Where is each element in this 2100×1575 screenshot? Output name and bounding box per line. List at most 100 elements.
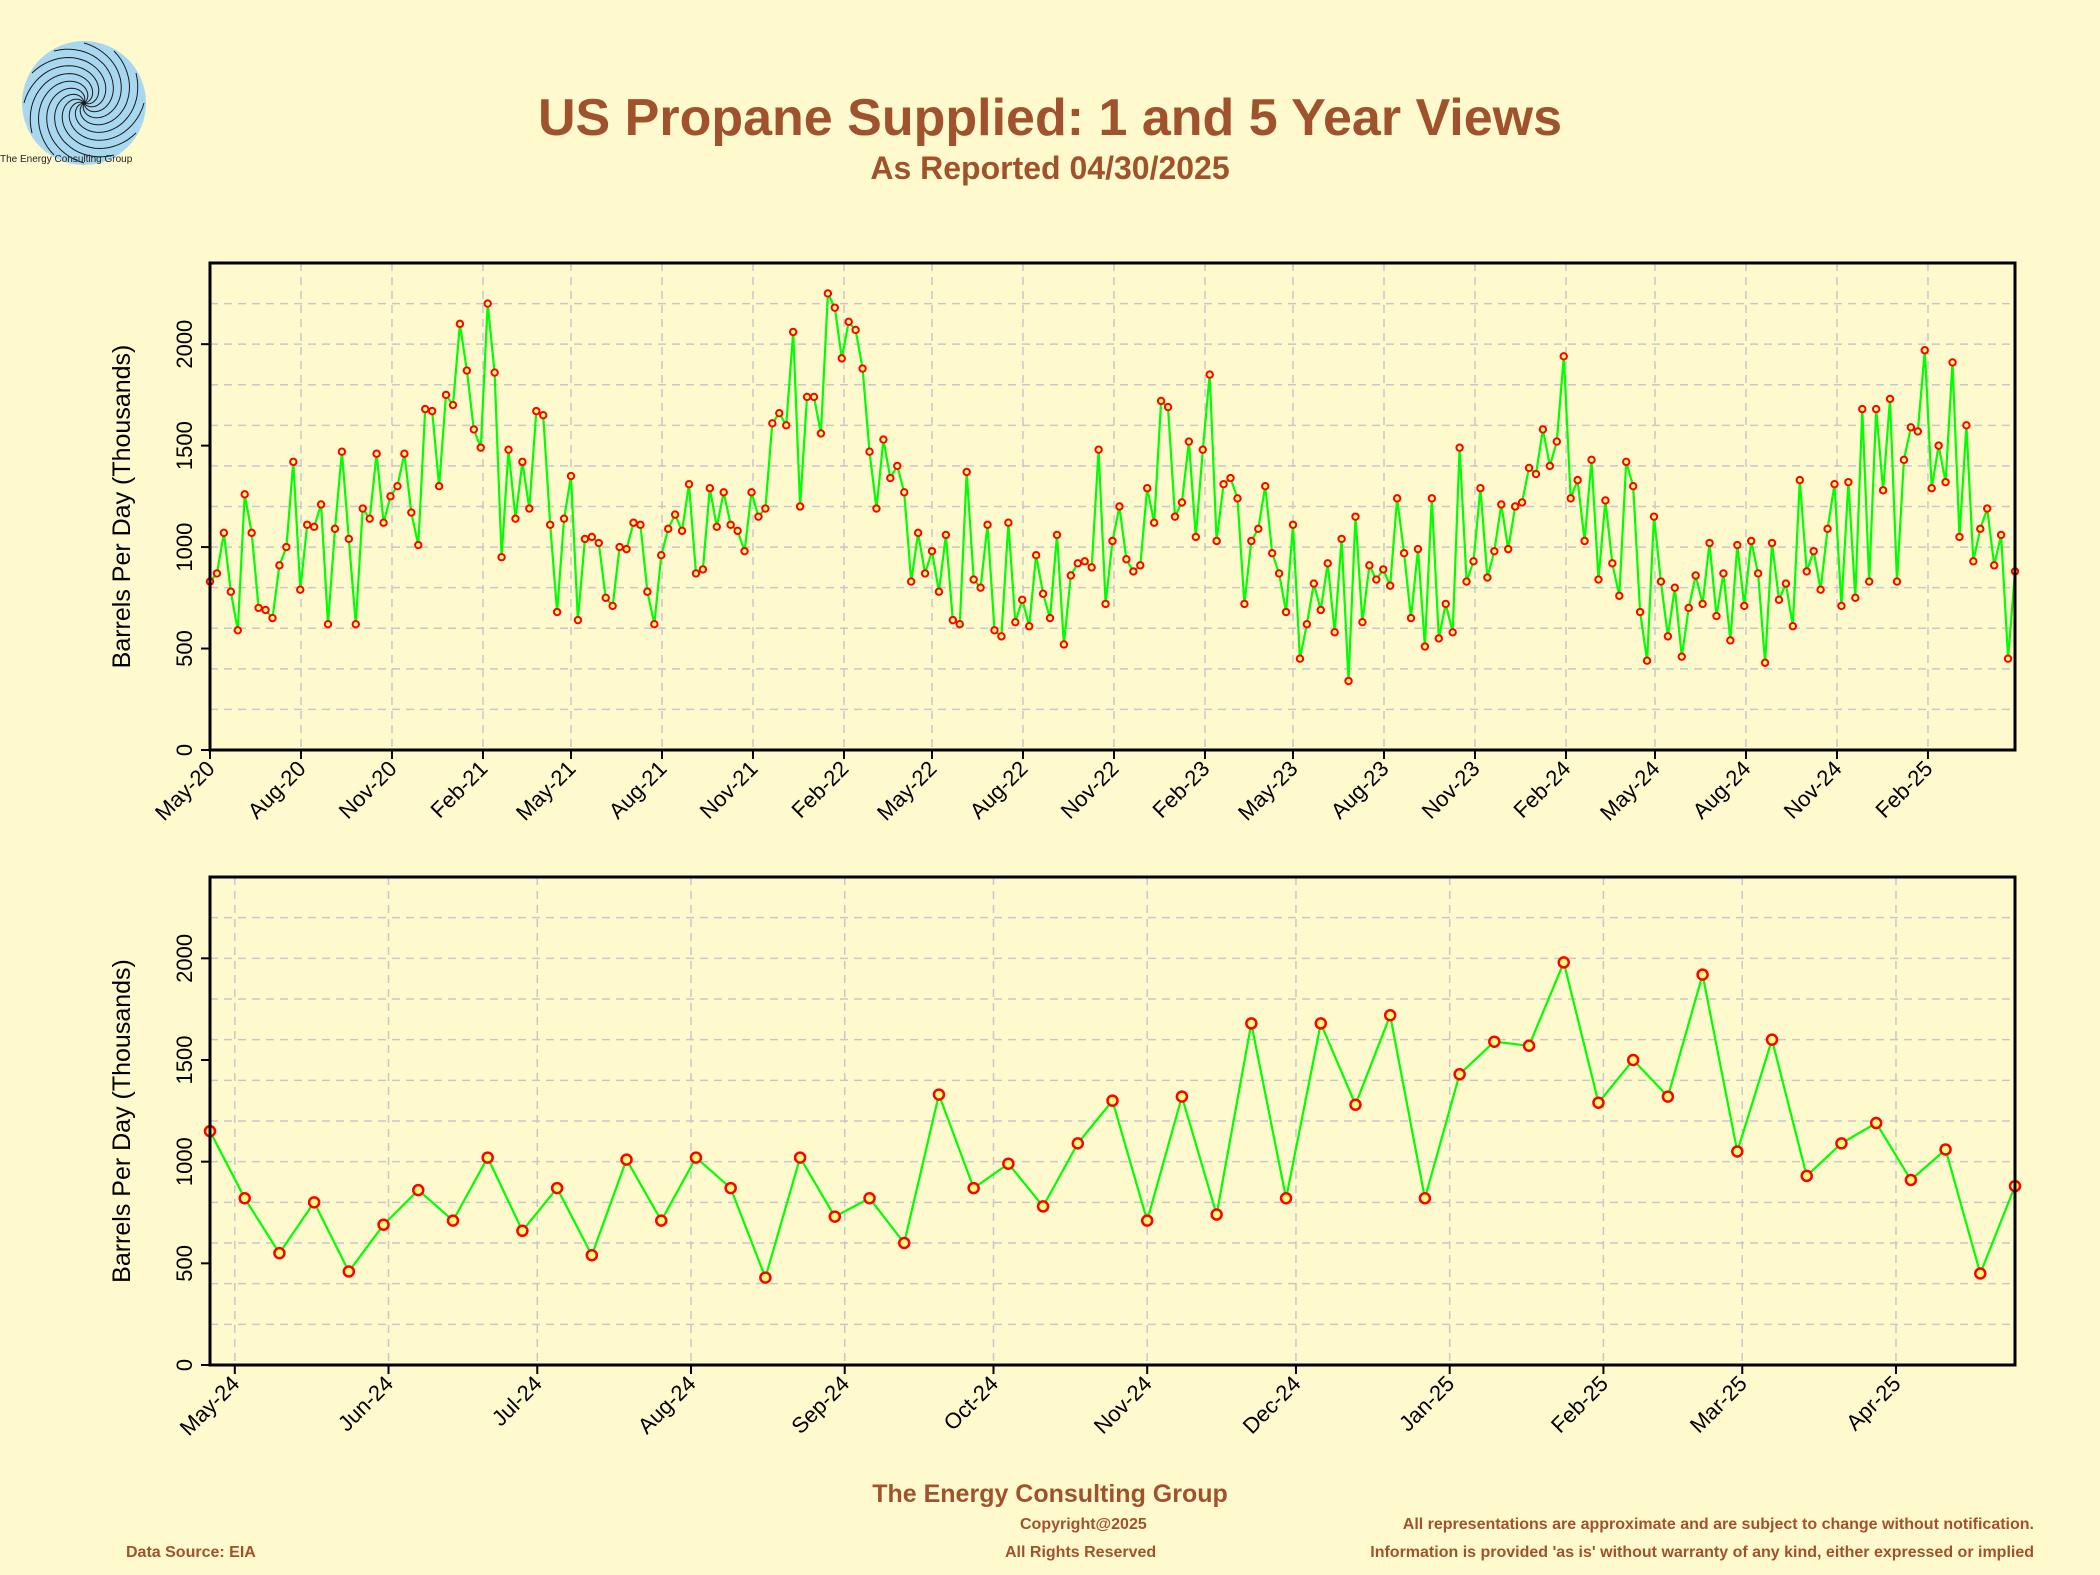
data-point (775, 408, 784, 418)
data-point (358, 504, 367, 513)
data-point (1851, 593, 1860, 603)
data-point (1080, 557, 1089, 566)
data-point (1594, 575, 1603, 584)
data-point (330, 524, 340, 534)
x-tick-label: Nov-21 (695, 756, 763, 824)
data-point (559, 514, 569, 523)
data-point (351, 619, 360, 629)
data-point (1295, 654, 1305, 663)
x-tick-label: Nov-20 (334, 756, 402, 824)
data-point (441, 390, 451, 400)
data-point (1976, 524, 1985, 534)
energy-consulting-group-logo (22, 41, 146, 165)
data-point (601, 593, 610, 603)
data-point (1974, 1267, 1987, 1280)
data-point (1726, 636, 1735, 645)
x-tick-label: Mar-25 (1685, 1371, 1752, 1438)
data-point (289, 457, 298, 467)
data-point (1163, 402, 1173, 412)
data-point (2003, 654, 2013, 663)
data-point (1920, 346, 1929, 355)
data-point (469, 425, 479, 434)
x-tick-label: Jul-24 (487, 1371, 547, 1431)
data-point (342, 1265, 356, 1278)
data-point (1948, 358, 1957, 367)
x-tick-label: May-23 (1233, 756, 1303, 826)
data-point (1844, 477, 1853, 487)
data-point (747, 488, 756, 497)
data-point (1885, 394, 1895, 404)
data-point (1379, 565, 1388, 574)
data-point (1337, 534, 1346, 544)
data-point (934, 587, 944, 596)
data-point (754, 512, 763, 521)
data-point (539, 410, 548, 420)
data-point (1073, 559, 1082, 568)
x-tick-label: Feb-25 (1546, 1371, 1613, 1438)
data-point (1904, 1173, 1918, 1187)
data-point (948, 615, 958, 625)
data-point (550, 1181, 564, 1195)
data-point (1698, 599, 1707, 609)
data-point (226, 587, 236, 596)
data-point (1661, 1090, 1675, 1103)
data-point (858, 364, 867, 373)
x-tick-label: Nov-23 (1417, 756, 1485, 824)
data-point (1878, 486, 1888, 495)
data-point (1476, 484, 1485, 493)
data-point (788, 327, 798, 337)
data-point (990, 626, 999, 635)
x-tick-label: Nov-24 (1779, 756, 1847, 824)
x-tick-label: May-22 (872, 756, 942, 826)
data-point (386, 492, 395, 501)
y-tick-label: 0 (172, 1359, 197, 1371)
y-tick-label: 1500 (172, 421, 197, 470)
data-point (1455, 443, 1464, 452)
data-point (247, 528, 256, 538)
data-point (1309, 579, 1319, 588)
x-tick-label: Feb-24 (1509, 756, 1576, 823)
data-point (1649, 512, 1659, 521)
data-point (282, 542, 291, 552)
data-point (955, 619, 964, 629)
data-point (1279, 1192, 1293, 1205)
data-point (1045, 613, 1055, 623)
x-tick-label: May-20 (150, 756, 220, 826)
data-point (1434, 634, 1443, 643)
data-point (1531, 469, 1541, 479)
data-point (1358, 617, 1367, 627)
data-point (906, 577, 916, 586)
data-point (643, 587, 652, 596)
data-point (1996, 530, 2006, 540)
data-point (1774, 595, 1784, 605)
data-point (893, 461, 902, 471)
y-tick-label: 1000 (172, 523, 197, 572)
data-point (1939, 1143, 1952, 1156)
data-point (1955, 532, 1964, 542)
plot-frame-five-year (208, 261, 2017, 752)
data-point (1024, 622, 1034, 631)
data-point (1240, 599, 1249, 609)
data-point (1372, 575, 1381, 584)
data-point (1559, 352, 1568, 361)
disclaimer-line-2: Information is provided 'as is' without … (1370, 1544, 2034, 1561)
data-point (1066, 571, 1076, 580)
data-point (941, 530, 951, 540)
footer-company: The Energy Consulting Group (872, 1480, 1228, 1508)
data-point (830, 303, 840, 312)
data-point (1837, 601, 1846, 611)
data-source-text: Data Source: EIA (126, 1544, 256, 1561)
x-tick-label: Oct-24 (939, 1371, 1003, 1435)
data-point (1101, 599, 1110, 609)
data-point (261, 605, 270, 615)
data-point (1830, 479, 1839, 489)
data-point (657, 551, 666, 560)
data-point (302, 520, 312, 529)
data-point (1587, 455, 1596, 465)
data-point (545, 520, 555, 529)
data-point (1413, 544, 1423, 554)
data-point (307, 1196, 321, 1209)
data-point (851, 325, 860, 335)
data-point (1226, 473, 1235, 483)
data-point (573, 615, 583, 625)
